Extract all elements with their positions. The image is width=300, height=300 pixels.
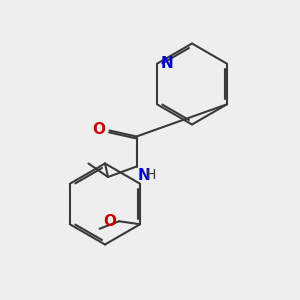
Text: O: O (104, 214, 117, 229)
Text: H: H (146, 168, 157, 182)
Text: N: N (138, 168, 151, 183)
Text: N: N (160, 56, 173, 71)
Text: O: O (92, 122, 105, 136)
